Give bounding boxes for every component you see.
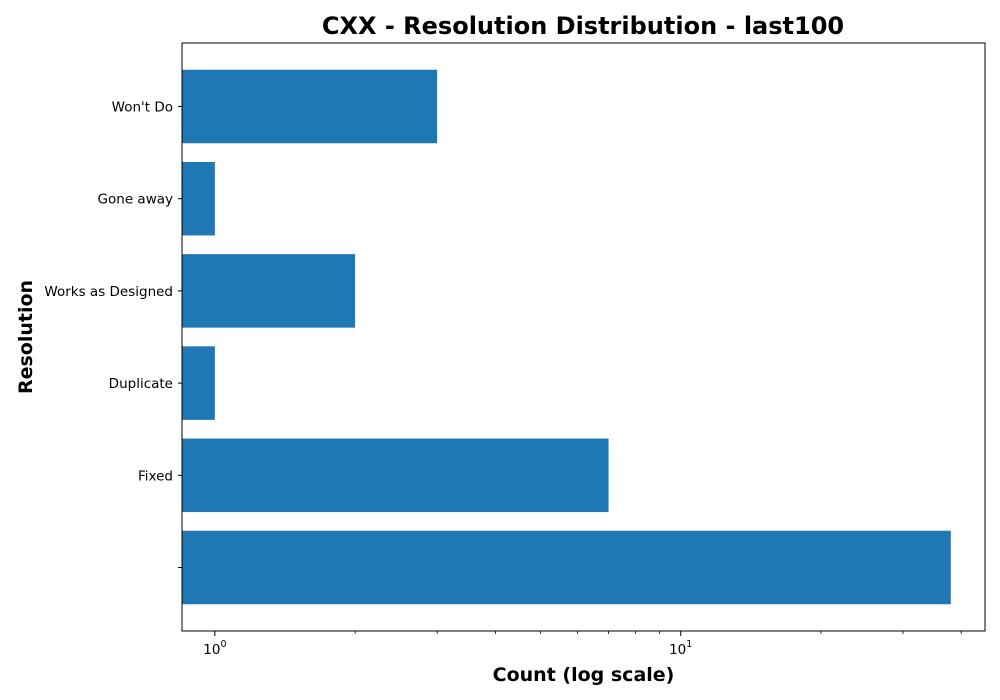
bar-fixed	[182, 438, 609, 513]
x-tick-label-exponent: 0	[220, 639, 226, 650]
x-tick-label-0: 100	[203, 639, 226, 658]
x-tick-label-exponent: 1	[686, 639, 692, 650]
bar-works-as-designed	[182, 254, 356, 328]
bar-gone-away	[182, 161, 215, 236]
y-tick-label-works-as-designed: Works as Designed	[44, 284, 173, 300]
bar-duplicate	[182, 346, 215, 420]
plot-frame	[181, 42, 986, 632]
y-tick-label-gone-away: Gone away	[98, 192, 173, 208]
y-tick-label-duplicate: Duplicate	[109, 376, 173, 392]
x-tick-label-1: 101	[669, 639, 692, 658]
bar-blank	[182, 530, 951, 605]
axes-layer: Fixed Duplicate Works as Designed Gone away…	[44, 100, 962, 658]
bar-won-t-do	[182, 69, 438, 144]
x-tick-label-base: 10	[203, 642, 220, 658]
bars-layer	[182, 69, 951, 605]
chart-title: CXX - Resolution Distribution - last100	[322, 12, 844, 40]
y-tick-label-won-t-do: Won't Do	[112, 100, 173, 116]
x-tick-label-base: 10	[669, 642, 686, 658]
x-axis-label: Count (log scale)	[493, 664, 675, 686]
y-tick-label-fixed: Fixed	[138, 468, 173, 484]
y-axis-label: Resolution	[15, 280, 37, 394]
